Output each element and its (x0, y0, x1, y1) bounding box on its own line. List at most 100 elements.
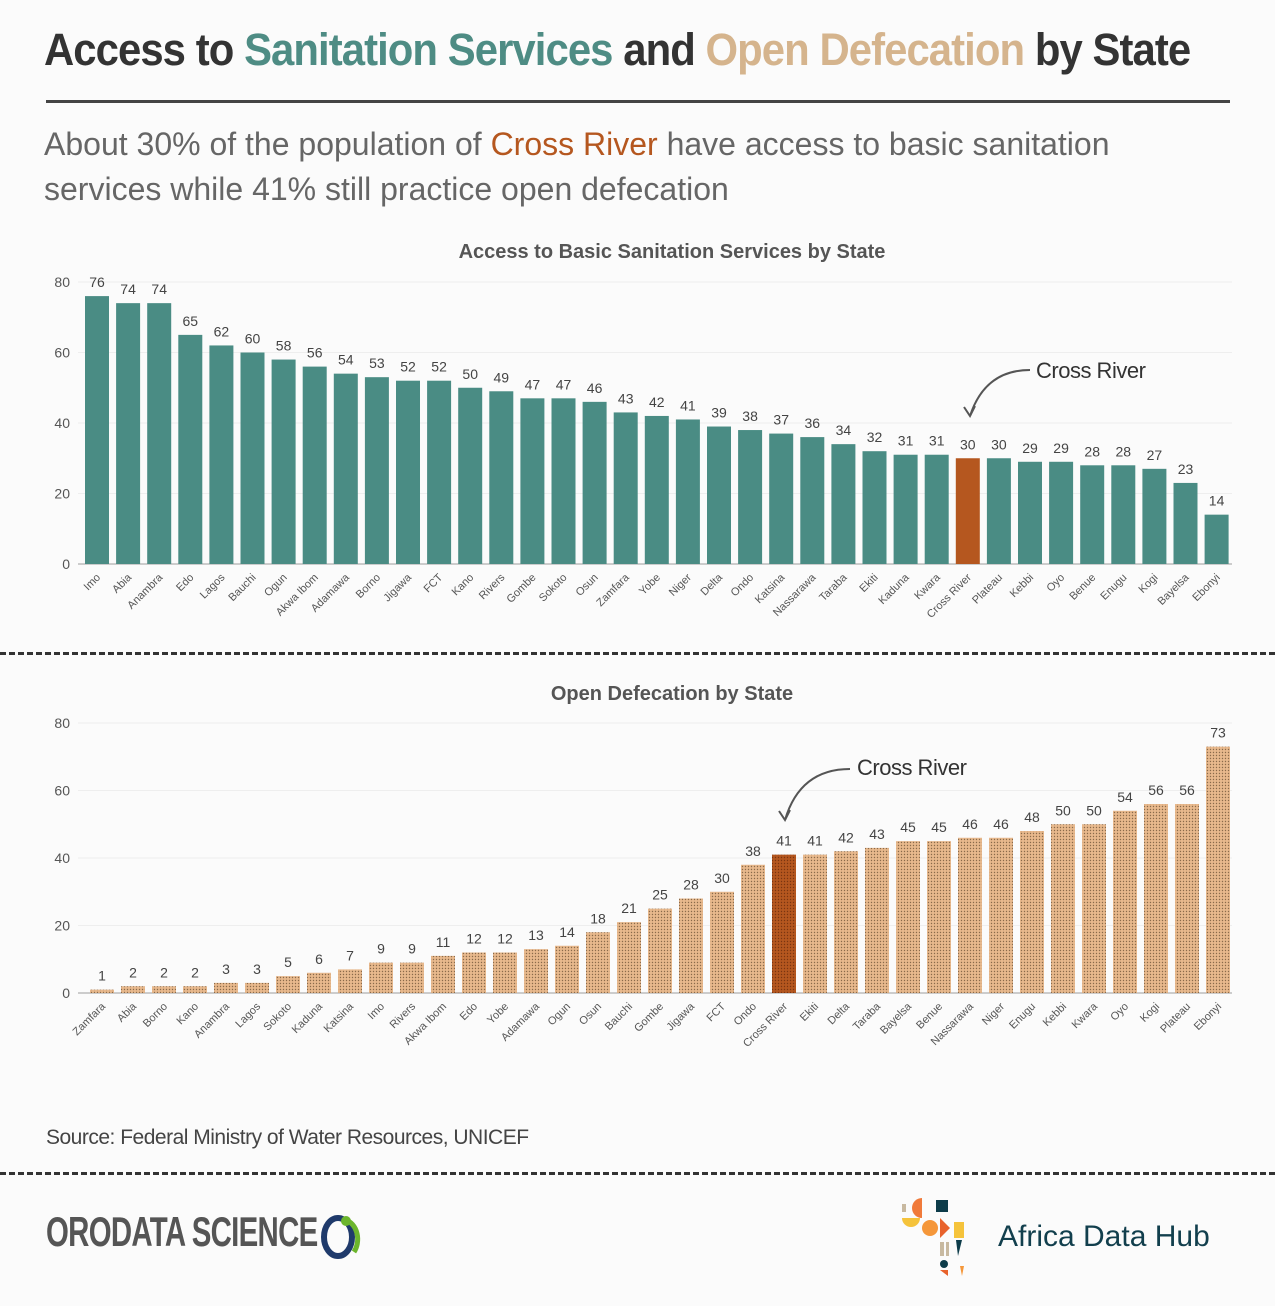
bar-ogun (271, 359, 296, 564)
divider (0, 1172, 1275, 1175)
bar-gombe (648, 908, 672, 993)
data-label: 76 (89, 274, 105, 290)
data-label: 3 (253, 961, 261, 977)
x-tick-label: FCT (705, 1000, 729, 1024)
bar-cross-river (955, 458, 980, 564)
data-label: 12 (466, 931, 482, 947)
title-text: Access to (44, 24, 245, 75)
bar-nassarawa (958, 837, 982, 993)
data-label: 2 (129, 964, 137, 980)
data-label: 47 (556, 376, 572, 392)
x-tick-label: Kwara (1070, 1000, 1101, 1031)
x-tick-label: Gombe (505, 572, 539, 606)
data-label: 56 (1179, 782, 1195, 798)
data-label: 28 (683, 877, 699, 893)
title-text: and (612, 24, 706, 75)
x-tick-label: Delta (825, 1000, 852, 1027)
open-defecation-chart: Open Defecation by State 0 20 40 60 80 1 Zamfar… (54, 683, 1232, 1050)
data-label: 56 (1148, 782, 1164, 798)
bar-abia (116, 303, 141, 564)
bar-yobe (493, 952, 517, 993)
data-label: 11 (436, 934, 451, 950)
bar-delta (834, 851, 858, 993)
y-tick-label: 0 (62, 985, 70, 1001)
page-title: Access to Sanitation Services and Open D… (44, 24, 1191, 76)
data-label: 58 (276, 338, 292, 354)
x-tick-label: Oyo (1044, 572, 1067, 595)
arrow-head-icon (963, 405, 976, 418)
data-label: 21 (621, 900, 637, 916)
x-tick-label: Imo (366, 1001, 387, 1022)
bar-kwara (924, 454, 949, 564)
source-note: Source: Federal Ministry of Water Resour… (46, 1126, 529, 1149)
bar-bauchi (617, 922, 641, 993)
x-tick-label: Kaduna (876, 571, 912, 607)
x-tick-label: Jigawa (381, 571, 414, 604)
subtitle-text: have access to basic sanitation services… (44, 126, 1110, 207)
x-tick-label: Osun (574, 572, 601, 599)
bar-imo (85, 296, 109, 564)
data-label: 30 (714, 870, 730, 886)
data-label: 30 (960, 436, 976, 452)
bar-kwara (1082, 824, 1106, 993)
data-label: 45 (931, 819, 947, 835)
bar-nassarawa (800, 437, 825, 564)
data-label: 39 (711, 405, 727, 421)
bar-ogun (555, 945, 579, 993)
data-label: 6 (315, 951, 323, 967)
bar-bayelsa (896, 841, 920, 993)
bar-niger (989, 837, 1013, 993)
data-label: 60 (245, 331, 261, 347)
x-tick-label: Kogi (1138, 1001, 1162, 1025)
bar-taraba (831, 444, 856, 564)
data-label: 46 (587, 380, 603, 396)
data-label: 38 (745, 843, 761, 859)
bar-plateau (986, 458, 1011, 564)
annotation-label: Cross River (1036, 358, 1146, 383)
bar-anambra (214, 982, 238, 993)
x-tick-label: Enugu (1007, 1001, 1038, 1032)
x-tick-label: Gombe (632, 1001, 666, 1035)
x-tick-label: Imo (82, 572, 103, 593)
bar-akwa-ibom (302, 366, 327, 564)
y-tick-label: 40 (54, 415, 70, 431)
orodata-ring-icon (321, 1215, 361, 1259)
x-tick-label: Bauchi (226, 572, 258, 604)
x-tick-label: Edo (174, 572, 196, 594)
y-tick-label: 80 (54, 274, 70, 290)
data-label: 9 (408, 941, 416, 957)
x-tick-label: Ondo (732, 1001, 760, 1029)
x-tick-label: Ogun (262, 572, 290, 600)
x-tick-label: Abia (110, 571, 135, 596)
bar-jigawa (396, 380, 420, 564)
x-tick-label: Ondo (729, 572, 757, 600)
title-rule (46, 100, 1230, 103)
bar-fct (710, 891, 734, 993)
data-label: 73 (1210, 725, 1226, 741)
x-tick-label: Ebonyi (1190, 572, 1222, 604)
bar-enugu (1020, 831, 1044, 993)
x-tick-label: Kebbi (1041, 1001, 1069, 1029)
y-tick-label: 60 (54, 345, 70, 361)
data-label: 27 (1147, 447, 1163, 463)
sanitation-chart: Access to Basic Sanitation Services by S… (54, 241, 1232, 621)
x-tick-label: Zamfara (71, 1000, 109, 1038)
bar-kebbi (1051, 824, 1075, 993)
data-label: 46 (962, 816, 978, 832)
x-tick-label: Edo (458, 1001, 480, 1023)
annotation-label: Cross River (857, 755, 967, 780)
data-label: 18 (590, 910, 606, 926)
title-sanitation: Sanitation Services (244, 24, 613, 75)
data-label: 42 (649, 394, 665, 410)
data-label: 42 (838, 829, 854, 845)
subtitle-text: About 30% of the population of (44, 126, 491, 162)
annotation-arrow (784, 768, 851, 821)
bar-kogi (1142, 468, 1167, 564)
bar-imo (369, 962, 393, 993)
data-label: 9 (377, 941, 385, 957)
bar-benue (1080, 465, 1105, 564)
y-tick-label: 60 (54, 783, 70, 799)
bar-fct (427, 380, 452, 564)
data-label: 28 (1084, 443, 1100, 459)
